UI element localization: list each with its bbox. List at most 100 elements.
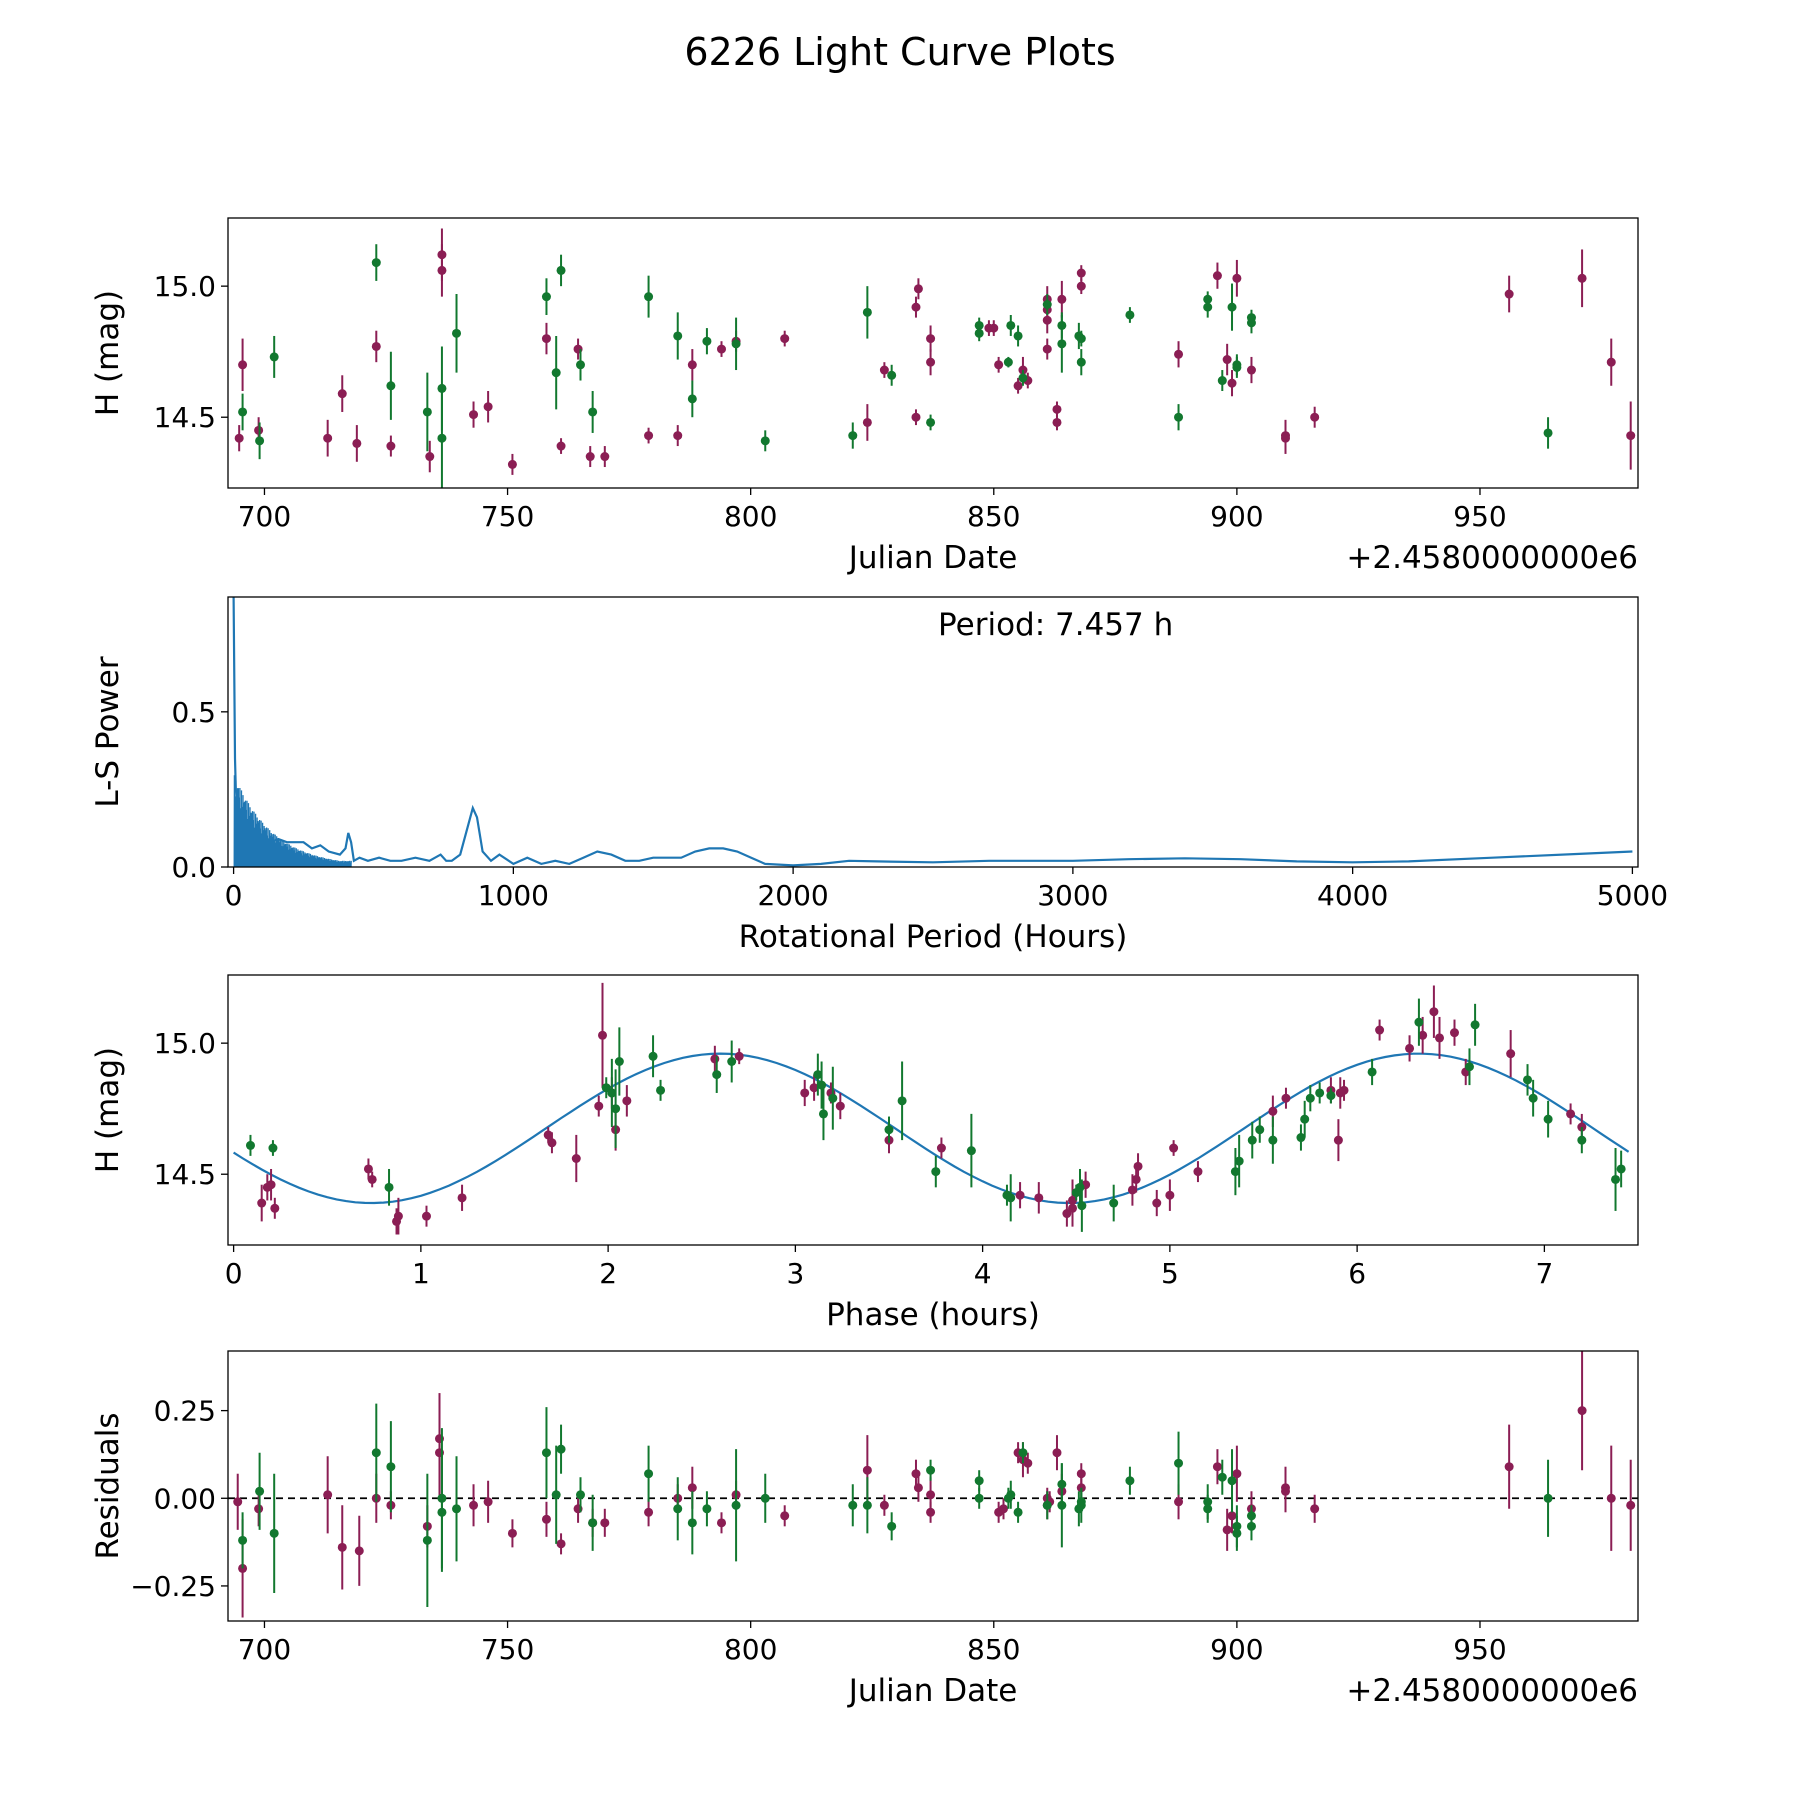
data-point — [1212, 271, 1222, 281]
data-point — [386, 441, 396, 451]
data-point — [469, 410, 479, 420]
data-point — [371, 1448, 381, 1458]
data-point — [1281, 1483, 1290, 1493]
data-point — [1217, 1472, 1227, 1482]
data-point — [1222, 1525, 1232, 1535]
data-point — [1174, 412, 1184, 422]
data-point — [1246, 318, 1256, 328]
x-tick-label: 800 — [724, 1633, 777, 1666]
data-point — [1577, 1135, 1587, 1145]
data-point — [1013, 381, 1023, 391]
data-point — [717, 1518, 726, 1528]
data-point — [1042, 300, 1052, 310]
data-point — [1109, 1198, 1119, 1208]
data-point — [1217, 376, 1227, 386]
data-point — [1418, 1030, 1428, 1040]
data-point — [1076, 334, 1086, 344]
data-point — [238, 407, 248, 417]
data-point — [1057, 320, 1067, 330]
data-point — [656, 1085, 666, 1095]
data-point — [1310, 1504, 1320, 1514]
data-point — [1268, 1106, 1278, 1116]
data-point — [1606, 1493, 1616, 1503]
data-point — [989, 323, 999, 333]
data-point — [352, 438, 362, 448]
data-point — [1023, 1458, 1033, 1468]
data-point — [1227, 1476, 1237, 1486]
data-point — [611, 1104, 621, 1114]
data-point — [911, 412, 921, 422]
data-point — [1577, 273, 1587, 283]
y-tick-label: −0.25 — [130, 1570, 216, 1603]
data-point — [687, 394, 697, 404]
data-point — [507, 1528, 517, 1538]
plot-area — [234, 228, 1636, 488]
data-point — [974, 1493, 984, 1503]
data-point — [1626, 1500, 1636, 1510]
y-axis-label: Residuals — [90, 1412, 126, 1559]
data-point — [760, 436, 770, 446]
data-point — [1042, 1500, 1052, 1510]
data-point — [507, 459, 517, 469]
x-tick-label: 2 — [599, 1257, 617, 1290]
data-point — [541, 334, 551, 344]
data-point — [1203, 1504, 1213, 1514]
data-point — [386, 381, 396, 391]
data-point — [1543, 1493, 1553, 1503]
data-point — [1018, 373, 1028, 383]
data-point — [337, 1542, 347, 1552]
data-point — [913, 1483, 923, 1493]
data-point — [926, 1507, 936, 1517]
data-point — [269, 352, 279, 362]
data-point — [425, 452, 435, 462]
data-point — [1034, 1193, 1044, 1203]
data-point — [1232, 1469, 1242, 1479]
y-tick-label: 0.0 — [171, 851, 216, 884]
data-point — [897, 1096, 907, 1106]
chart-phase-curve: 0 1 2 3 4 5 6 7 14.5 15.0 Phase (hours) H (mag) — [90, 974, 1639, 1333]
data-point — [1281, 1093, 1291, 1103]
data-point — [384, 1182, 394, 1192]
data-point — [1042, 344, 1052, 354]
y-tick-label: 0.5 — [171, 696, 216, 729]
axes-frame — [227, 217, 1639, 489]
data-point — [1504, 289, 1514, 299]
data-point — [1133, 1161, 1143, 1171]
data-point — [541, 1448, 551, 1458]
data-point — [712, 1070, 722, 1080]
data-point — [1523, 1075, 1533, 1085]
data-point — [1470, 1020, 1480, 1030]
data-point — [323, 433, 333, 443]
data-point — [622, 1096, 632, 1106]
data-point — [1018, 1448, 1028, 1458]
x-tick-label: 7 — [1535, 1257, 1553, 1290]
data-point — [257, 1198, 267, 1208]
data-point — [245, 1140, 255, 1150]
data-point — [1125, 310, 1135, 320]
data-point — [422, 407, 432, 417]
data-point — [1326, 1091, 1336, 1101]
data-point — [551, 368, 561, 378]
x-tick-label: 950 — [1453, 500, 1506, 533]
plot-area — [232, 597, 1633, 867]
data-point — [541, 1514, 551, 1524]
data-point — [1165, 1190, 1175, 1200]
data-point — [817, 1080, 827, 1090]
data-point — [1405, 1043, 1415, 1053]
x-tick-label: 800 — [724, 500, 777, 533]
x-tick-label: 6 — [1348, 1257, 1366, 1290]
data-point — [1268, 1135, 1278, 1145]
x-tick-label: 750 — [481, 1633, 534, 1666]
data-point — [780, 1511, 790, 1521]
data-point — [1315, 1088, 1325, 1098]
x-tick-label: 700 — [238, 1633, 291, 1666]
data-point — [648, 1051, 658, 1061]
data-point — [238, 360, 248, 370]
data-point — [1193, 1167, 1203, 1177]
data-point — [1528, 1093, 1538, 1103]
data-point — [1174, 1458, 1184, 1468]
data-point — [1232, 362, 1242, 372]
x-offset-label: +2.4580000000e6 — [1346, 540, 1638, 576]
